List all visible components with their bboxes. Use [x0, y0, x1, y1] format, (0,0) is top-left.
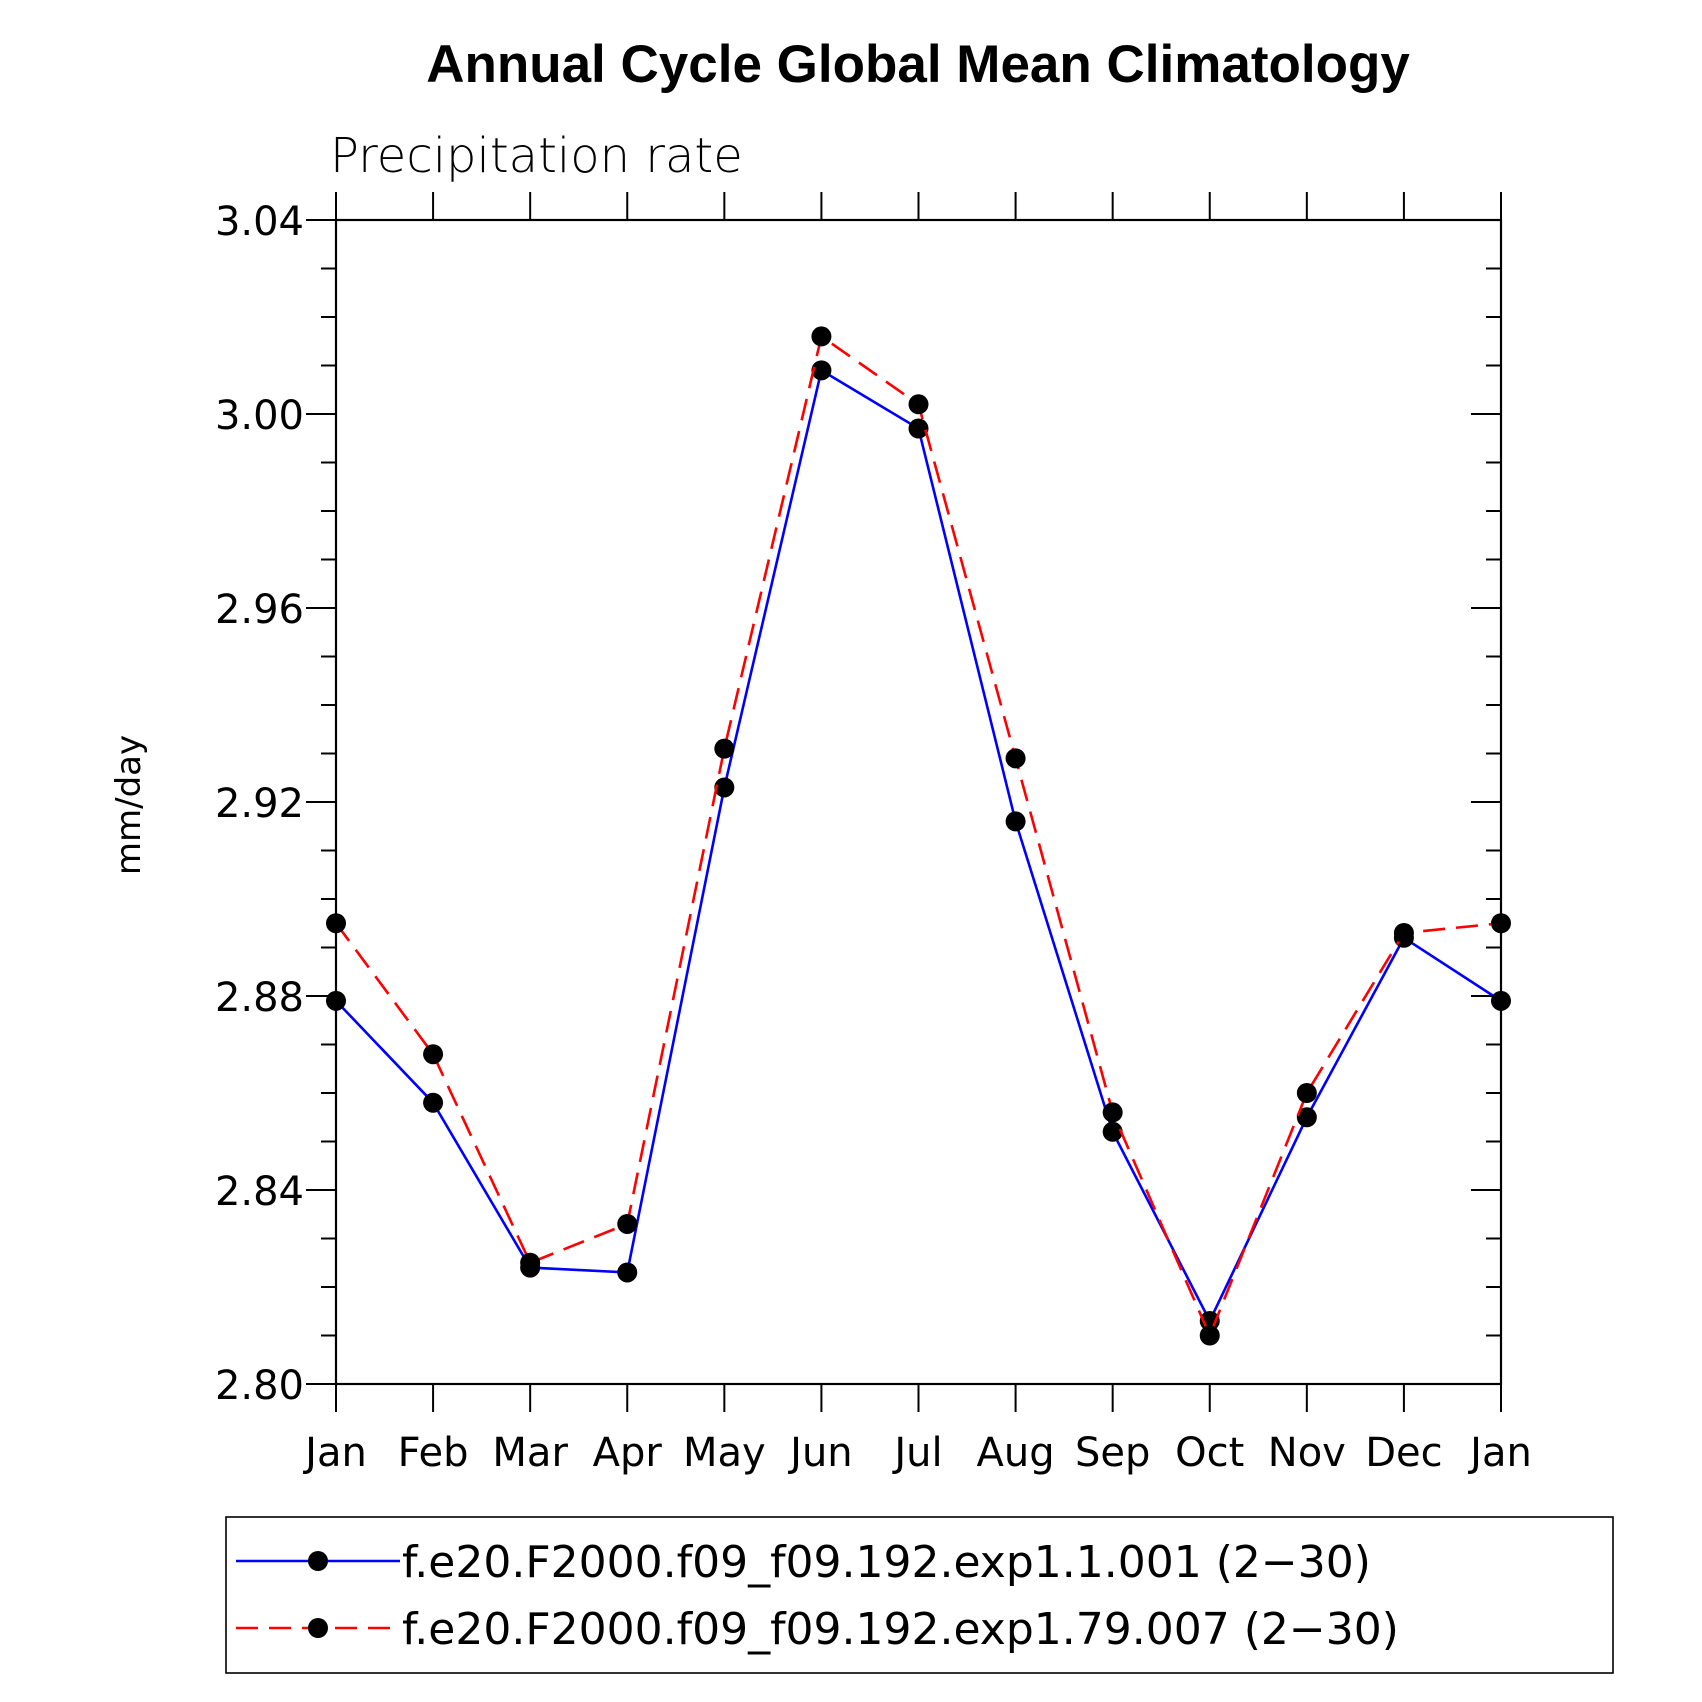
data-point	[1491, 913, 1511, 934]
data-point	[811, 360, 832, 381]
legend-marker	[308, 1551, 328, 1571]
data-point	[714, 777, 735, 798]
legend-marker	[308, 1618, 328, 1638]
y-tick-label: 2.84	[215, 1169, 304, 1215]
data-point	[1296, 1083, 1317, 1103]
data-point	[908, 418, 929, 439]
data-point	[326, 913, 346, 934]
x-tick-label: Feb	[398, 1430, 469, 1476]
x-tick-label: Jan	[302, 1430, 367, 1476]
data-point	[1005, 748, 1026, 769]
x-tick-label: Oct	[1175, 1430, 1244, 1476]
x-tick-label: Nov	[1268, 1430, 1346, 1476]
x-tick-label: Jan	[1467, 1430, 1532, 1476]
data-point	[520, 1252, 541, 1273]
series-1	[326, 360, 1511, 1331]
data-point	[1199, 1325, 1220, 1346]
chart-title: Annual Cycle Global Mean Climatology	[426, 35, 1410, 94]
y-tick-label: 2.88	[215, 975, 304, 1021]
series-layer	[326, 326, 1511, 1346]
legend: f.e20.F2000.f09_f09.192.exp1.1.001 (2−30…	[225, 1516, 1614, 1674]
series-line	[334, 334, 1502, 1339]
x-tick-label: Dec	[1365, 1430, 1442, 1476]
data-point	[908, 394, 929, 415]
y-tick-label: 3.00	[215, 393, 304, 439]
legend-label: f.e20.F2000.f09_f09.192.exp1.1.001 (2−30…	[402, 1537, 1371, 1588]
x-tick-label: Sep	[1075, 1430, 1150, 1476]
legend-entry-1: f.e20.F2000.f09_f09.192.exp1.1.001 (2−30…	[236, 1537, 1371, 1588]
legend-entry-2: f.e20.F2000.f09_f09.192.exp1.79.007 (2−3…	[236, 1604, 1399, 1655]
y-tick-label: 2.92	[215, 781, 304, 827]
data-point	[1102, 1121, 1123, 1142]
data-point	[1102, 1102, 1123, 1123]
chart-subtitle: Precipitation rate	[330, 128, 743, 184]
data-point	[714, 738, 735, 759]
data-point	[1296, 1107, 1317, 1128]
data-point	[617, 1262, 638, 1283]
y-tick-label: 3.04	[215, 199, 304, 245]
data-point	[423, 1092, 444, 1113]
x-axis-ticks: Jan Feb Mar Apr May Jun Jul Aug Sep Oct Nov Dec Jan	[302, 192, 1532, 1476]
data-point	[617, 1213, 638, 1234]
data-point	[1393, 922, 1414, 943]
legend-label: f.e20.F2000.f09_f09.192.exp1.79.007 (2−3…	[402, 1604, 1399, 1655]
data-point	[1005, 811, 1026, 832]
x-tick-label: Apr	[593, 1430, 663, 1476]
y-axis-label: mm/day	[109, 735, 149, 875]
legend-box	[225, 1516, 1614, 1674]
x-tick-label: Jul	[891, 1430, 942, 1476]
y-tick-label: 2.80	[215, 1363, 304, 1409]
series-line	[335, 368, 1502, 1324]
y-axis-ticks: 2.80 2.84 2.88 2.92 2.96 3.00 3.04	[215, 199, 1501, 1409]
data-point	[811, 326, 832, 347]
x-tick-label: May	[683, 1430, 766, 1476]
x-tick-label: Aug	[977, 1430, 1055, 1476]
y-tick-label: 2.96	[215, 587, 304, 633]
series-2	[326, 326, 1511, 1346]
data-point	[326, 990, 346, 1011]
data-point	[423, 1044, 444, 1065]
data-point	[1491, 990, 1511, 1011]
x-tick-label: Jun	[787, 1430, 853, 1476]
x-tick-label: Mar	[492, 1430, 568, 1476]
